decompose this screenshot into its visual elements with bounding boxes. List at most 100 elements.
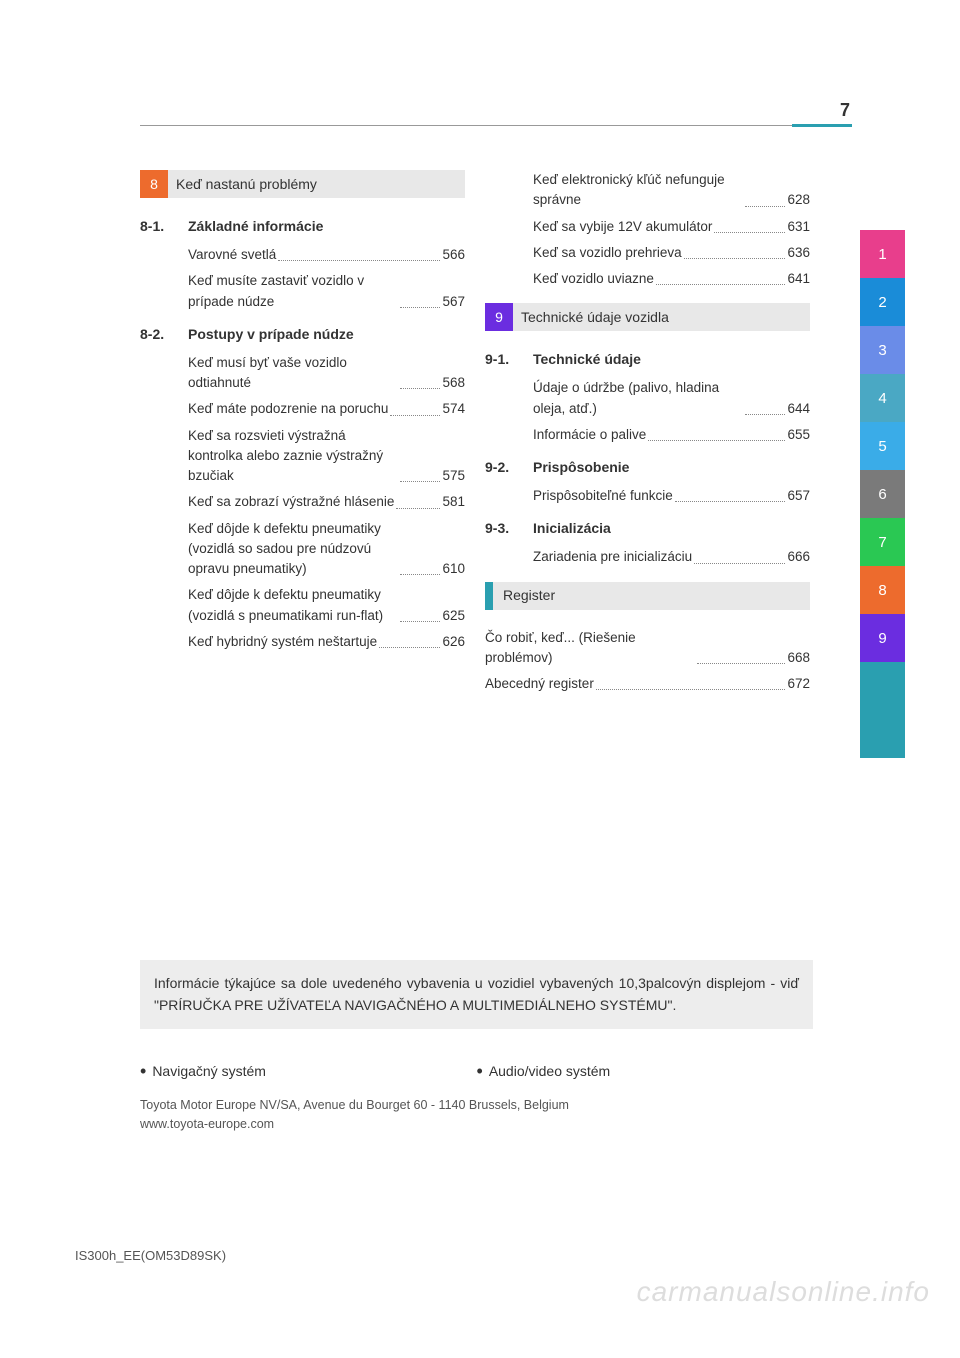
toc-entry: Keď musíte zastaviť vozidlo v prípade nú… (188, 271, 465, 312)
toc-dots (697, 663, 785, 664)
side-tab[interactable]: 7 (860, 518, 905, 566)
toc-entry: Údaje o údržbe (palivo, hladina oleja, a… (533, 378, 810, 419)
toc-dots (684, 258, 786, 259)
toc-dots (396, 508, 440, 509)
toc-entry: Keď sa zobrazí výstražné hlásenie 581 (188, 492, 465, 512)
toc-page: 581 (442, 492, 465, 512)
header-rule (140, 125, 852, 126)
section-8-header: 8 Keď nastanú problémy (140, 170, 465, 198)
toc-page: 566 (442, 245, 465, 265)
sub-num: 8-1. (140, 216, 188, 237)
toc-page: 641 (787, 269, 810, 289)
sub-num: 9-2. (485, 457, 533, 478)
toc-label: Čo robiť, keď... (Riešenie problémov) (485, 628, 695, 669)
info-box: Informácie týkajúce sa dole uvedeného vy… (140, 960, 813, 1029)
toc-entry: Keď elektronický kľúč nefunguje správne 6… (533, 170, 810, 211)
side-tab[interactable]: 5 (860, 422, 905, 470)
toc-page: 610 (442, 559, 465, 579)
toc-dots (400, 574, 440, 575)
toc-page: 631 (787, 217, 810, 237)
toc-label: Keď elektronický kľúč nefunguje správne (533, 170, 743, 211)
toc-page: 668 (787, 648, 810, 668)
content-area: 8 Keď nastanú problémy 8-1.Základné info… (140, 170, 810, 700)
toc-label: Údaje o údržbe (palivo, hladina oleja, a… (533, 378, 743, 419)
toc-dots (400, 388, 440, 389)
footer-address: Toyota Motor Europe NV/SA, Avenue du Bou… (140, 1096, 569, 1134)
toc-page: 657 (787, 486, 810, 506)
toc-dots (648, 440, 785, 441)
toc-dots (400, 481, 440, 482)
toc-dots (390, 415, 440, 416)
toc-entry: Keď hybridný systém neštartuje626 (188, 632, 465, 652)
toc-dots (675, 501, 786, 502)
toc-label: Keď sa zobrazí výstražné hlásenie (188, 492, 394, 512)
toc-entry: Keď sa vybije 12V akumulátor 631 (533, 217, 810, 237)
sub-title: Inicializácia (533, 518, 810, 539)
side-tab[interactable]: 6 (860, 470, 905, 518)
toc-entry: Keď máte podozrenie na poruchu 574 (188, 399, 465, 419)
toc-page: 636 (787, 243, 810, 263)
toc-entry: Keď sa rozsvieti výstražná kontrolka ale… (188, 426, 465, 487)
toc-dots (656, 284, 786, 285)
side-tab[interactable] (860, 662, 905, 710)
side-tab[interactable]: 2 (860, 278, 905, 326)
sub-heading: 8-1.Základné informácie (140, 216, 465, 237)
watermark: carmanualsonline.info (637, 1276, 930, 1308)
toc-page: 644 (787, 399, 810, 419)
toc-label: Keď dôjde k defektu pneumatiky (vozidlá … (188, 585, 398, 626)
side-tab[interactable]: 4 (860, 374, 905, 422)
side-tab[interactable]: 1 (860, 230, 905, 278)
toc-entry: Informácie o palive655 (533, 425, 810, 445)
toc-label: Keď sa vybije 12V akumulátor (533, 217, 712, 237)
toc-entry: Keď musí byť vaše vozidlo odtiahnuté 568 (188, 353, 465, 394)
side-tab[interactable]: 9 (860, 614, 905, 662)
section-9-header: 9 Technické údaje vozidla (485, 303, 810, 331)
toc-dots (745, 414, 785, 415)
bullet-nav-label: Navigačný systém (152, 1063, 266, 1079)
bullet-av-label: Audio/video systém (489, 1063, 610, 1079)
toc-label: Keď vozidlo uviazne (533, 269, 654, 289)
toc-label: Keď musíte zastaviť vozidlo v prípade nú… (188, 271, 398, 312)
footer-line1: Toyota Motor Europe NV/SA, Avenue du Bou… (140, 1096, 569, 1115)
toc-dots (379, 647, 440, 648)
toc-entry: Keď vozidlo uviazne 641 (533, 269, 810, 289)
bullets-row: • Navigačný systém • Audio/video systém (140, 1062, 813, 1080)
toc-dots (596, 689, 786, 690)
toc-label: Prispôsobiteľné funkcie (533, 486, 673, 506)
toc-entry: Prispôsobiteľné funkcie 657 (533, 486, 810, 506)
bullet-dot-icon: • (477, 1062, 483, 1080)
toc-label: Varovné svetlá (188, 245, 276, 265)
sub-title: Postupy v prípade núdze (188, 324, 465, 345)
toc-label: Keď musí byť vaše vozidlo odtiahnuté (188, 353, 398, 394)
right-column: Keď elektronický kľúč nefunguje správne 6… (485, 170, 810, 700)
toc-page: 628 (787, 190, 810, 210)
footer-line2: www.toyota-europe.com (140, 1115, 569, 1134)
toc-dots (278, 260, 440, 261)
toc-entry: Čo robiť, keď... (Riešenie problémov) 668 (485, 628, 810, 669)
bullet-nav: • Navigačný systém (140, 1062, 477, 1080)
register-title: Register (493, 582, 810, 610)
toc-page: 574 (442, 399, 465, 419)
toc-page: 567 (442, 292, 465, 312)
toc-dots (694, 563, 785, 564)
toc-entry: Varovné svetlá 566 (188, 245, 465, 265)
toc-entry: Keď sa vozidlo prehrieva636 (533, 243, 810, 263)
toc-label: Zariadenia pre inicializáciu (533, 547, 692, 567)
toc-label: Abecedný register (485, 674, 594, 694)
side-tab[interactable]: 3 (860, 326, 905, 374)
section-8-num: 8 (140, 170, 168, 198)
toc-entry: Zariadenia pre inicializáciu666 (533, 547, 810, 567)
toc-label: Keď sa rozsvieti výstražná kontrolka ale… (188, 426, 398, 487)
toc-page: 568 (442, 373, 465, 393)
toc-page: 672 (787, 674, 810, 694)
left-column: 8 Keď nastanú problémy 8-1.Základné info… (140, 170, 465, 700)
sub-heading: 9-2.Prispôsobenie (485, 457, 810, 478)
toc-label: Keď máte podozrenie na poruchu (188, 399, 388, 419)
side-tab[interactable]: 8 (860, 566, 905, 614)
side-tab[interactable] (860, 710, 905, 758)
sub-num: 8-2. (140, 324, 188, 345)
section-9-title: Technické údaje vozidla (513, 303, 810, 331)
toc-page: 626 (442, 632, 465, 652)
toc-label: Keď dôjde k defektu pneumatiky (vozidlá … (188, 519, 398, 580)
sub-heading: 9-1.Technické údaje (485, 349, 810, 370)
